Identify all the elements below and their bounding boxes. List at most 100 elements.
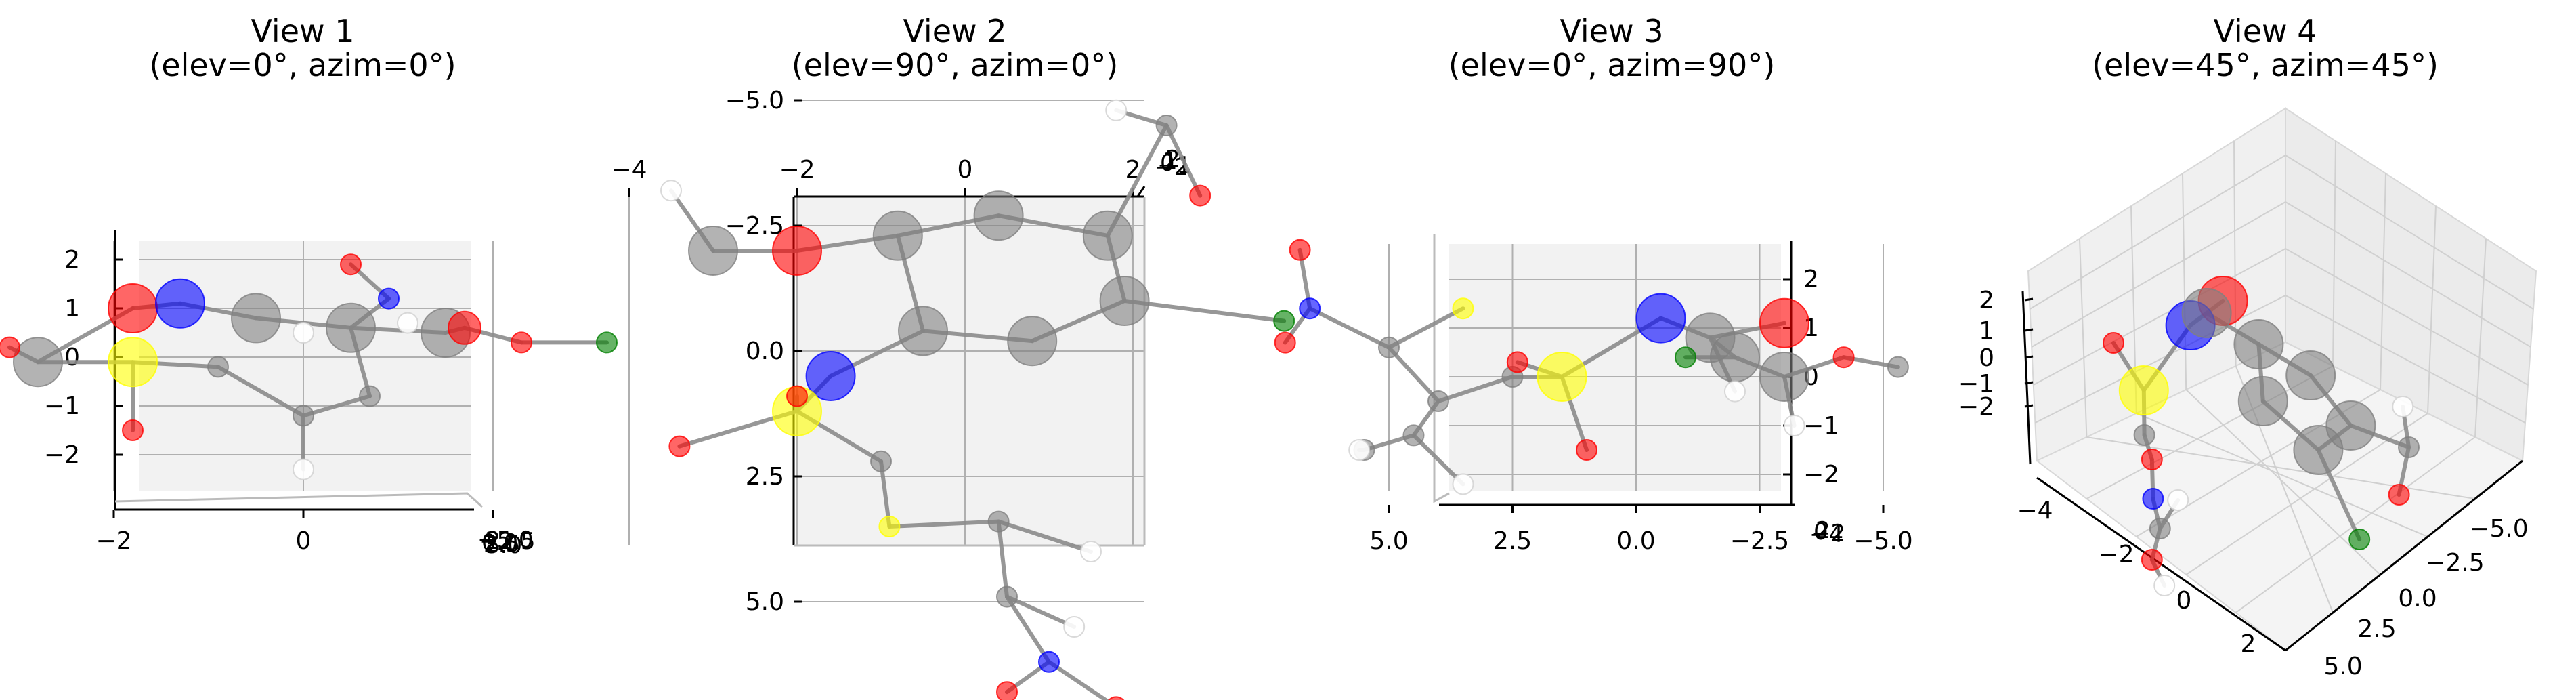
atom-h [2167, 489, 2189, 511]
atom-h [1080, 541, 1102, 562]
z-tick [2024, 381, 2034, 385]
atom-o [1189, 184, 1211, 207]
atom-o [772, 226, 822, 276]
atom-c [1710, 332, 1760, 383]
atom-c [293, 405, 314, 427]
gridline [2185, 389, 2381, 575]
gridlines [2030, 140, 2534, 613]
z-tick-label: −2 [44, 441, 80, 469]
bond-line [887, 519, 1001, 529]
depth-tick-label: 0 [1160, 150, 1175, 177]
y-axis-line [2285, 459, 2523, 652]
gridline [2285, 248, 2529, 386]
atom-c [2285, 350, 2336, 400]
atom-o [1832, 346, 1855, 369]
atom-o [511, 331, 532, 354]
gridline [2285, 295, 2526, 424]
atom-h [2153, 575, 2176, 596]
gridline [2380, 173, 2386, 390]
x-tick-label: −2 [779, 156, 815, 184]
z-tick-label: 2 [1803, 266, 1819, 293]
pane-edge [114, 492, 484, 508]
atom-c [2233, 319, 2284, 369]
y-tick-label: 2.5 [2357, 615, 2396, 643]
bond-line [1005, 594, 1077, 629]
z-tick [2024, 328, 2034, 332]
gridline [2427, 205, 2437, 414]
y-tick-label: −2.5 [2425, 549, 2484, 577]
gridline [2030, 155, 2286, 310]
gridline [2034, 295, 2286, 424]
atom-c [207, 356, 229, 378]
atom-c [1099, 276, 1150, 326]
bond-line [879, 459, 892, 529]
gridlines [628, 100, 1144, 602]
gridline [2332, 140, 2336, 367]
depth-tick-label: −5.0 [477, 527, 534, 554]
atom-c [996, 585, 1018, 608]
subplot-title: (elev=90°, azim=0°) [792, 47, 1119, 83]
gridline [2086, 436, 2476, 499]
x-tick-label: 0 [296, 527, 312, 555]
atom-o [340, 253, 362, 276]
atom-o [1576, 439, 1597, 461]
atom-o [786, 385, 808, 407]
atom-s [1452, 297, 1474, 320]
atom-h [1724, 380, 1746, 403]
atom-n [2142, 488, 2164, 510]
x-tick-label: 2 [486, 527, 501, 555]
atom-n [378, 287, 400, 310]
gridline [2235, 436, 2476, 613]
atoms [0, 253, 618, 480]
atom-c [870, 450, 892, 472]
atom-c [13, 337, 63, 388]
y-tick-label: 0.0 [746, 337, 784, 365]
atom-c [1155, 115, 1178, 136]
bond-line [1387, 306, 1465, 350]
subplot-title: (elev=0°, azim=0°) [149, 47, 456, 83]
x-tick-label: −2.5 [1730, 527, 1789, 555]
depth-tick-label: 0 [1813, 518, 1828, 545]
gridline [2182, 173, 2187, 390]
y-tick-label: 5.0 [746, 588, 784, 616]
x-tick-label: 0 [958, 156, 973, 184]
bond-line [1047, 659, 1110, 700]
bond-line [996, 519, 1009, 599]
atom-c [2293, 425, 2344, 475]
atom-c [326, 302, 376, 353]
subplot-view-2: View 2(elev=90°, azim=0°)−4 −2 0 2−5.0−2.50… [611, 13, 1295, 700]
x-tick-label: 2 [1125, 156, 1141, 184]
atom-c [359, 385, 381, 407]
atom-o [1108, 696, 1125, 700]
atom-c [973, 190, 1024, 241]
atom-o [1274, 331, 1296, 354]
z-tick-label: 0 [1979, 344, 1994, 372]
atom-c [231, 293, 281, 344]
atom-h [1348, 439, 1371, 461]
depth-tick-label: 0.0 [481, 529, 518, 556]
z-tick [2024, 355, 2034, 359]
z-tick-label: −1 [1958, 370, 1994, 398]
z-tick [2024, 297, 2034, 302]
y-tick-label: 5.0 [2323, 653, 2362, 680]
gridline [2033, 248, 2286, 386]
z-tick-label: 2 [1979, 287, 1994, 314]
atom-h [1783, 415, 1805, 436]
bond-line [996, 519, 1093, 554]
bond-line [1411, 433, 1465, 487]
atom-n [805, 351, 856, 401]
y-tick-label: 2.5 [746, 463, 784, 491]
atom-o [1759, 297, 1809, 348]
subplot-title: (elev=0°, azim=90°) [1448, 47, 1776, 83]
atom-c [898, 306, 948, 356]
atoms [2103, 276, 2420, 596]
z-tick-label: 1 [64, 295, 80, 323]
atom-cl [596, 331, 618, 354]
subplot-title: View 1 [251, 13, 354, 49]
atom-cl [1273, 310, 1295, 332]
atom-c [1759, 352, 1809, 402]
atom-o [1289, 239, 1311, 261]
depth-tick-label: 2 [1165, 146, 1180, 173]
atom-h [1063, 616, 1086, 638]
